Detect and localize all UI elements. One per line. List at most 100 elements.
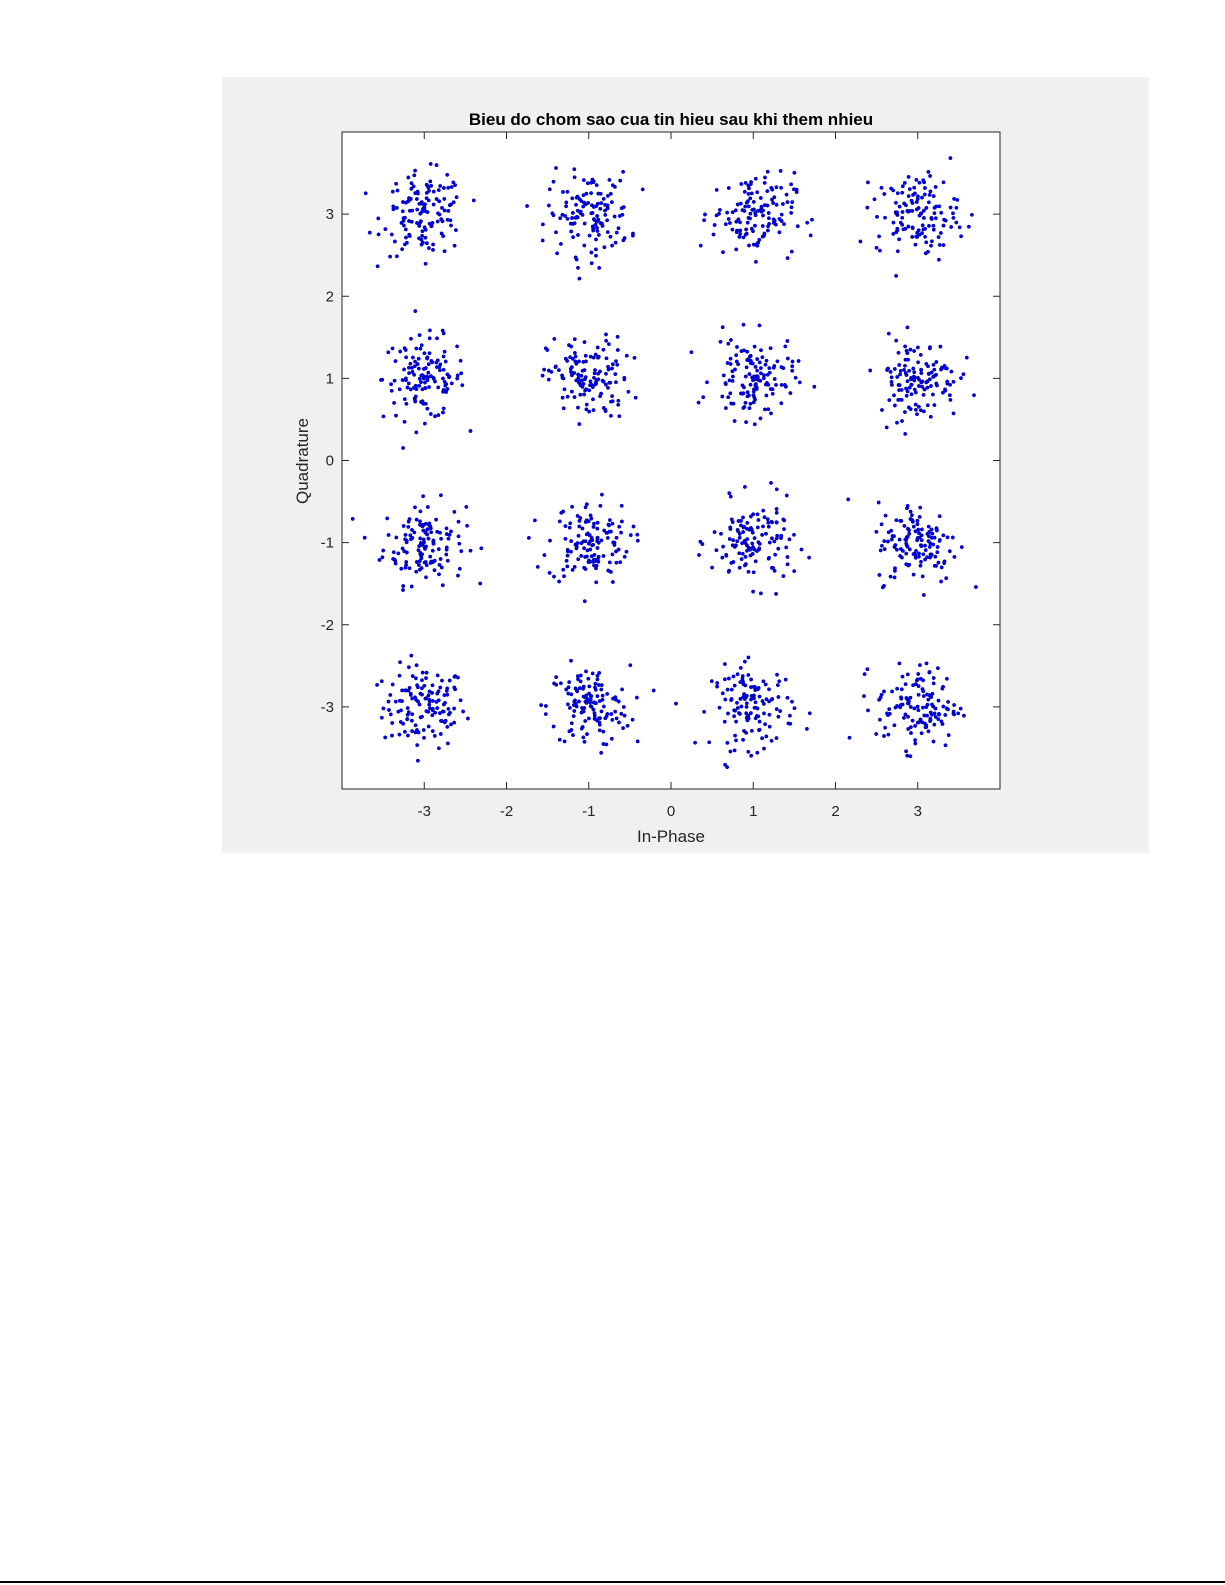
data-point — [426, 198, 431, 203]
x-tick-label: 2 — [831, 803, 839, 820]
data-point — [769, 411, 773, 416]
data-point — [767, 712, 772, 717]
data-point — [961, 713, 966, 718]
data-point — [457, 541, 462, 546]
data-point — [954, 220, 959, 225]
data-point — [862, 672, 867, 677]
data-point — [446, 185, 451, 190]
data-point — [916, 720, 921, 725]
data-point — [759, 204, 764, 209]
data-point — [417, 222, 421, 227]
data-point — [763, 362, 768, 367]
data-point — [772, 539, 777, 544]
data-point — [906, 699, 911, 704]
data-point — [428, 412, 433, 416]
data-point — [908, 695, 913, 700]
data-point — [920, 223, 925, 228]
data-point — [712, 530, 717, 535]
data-point — [572, 709, 577, 713]
data-point — [577, 524, 582, 529]
data-point — [765, 203, 770, 208]
data-point — [770, 697, 775, 701]
data-point — [750, 207, 755, 212]
data-point — [601, 729, 606, 734]
data-point — [561, 190, 565, 194]
data-point — [591, 228, 596, 233]
data-point — [918, 563, 923, 568]
data-point — [928, 174, 933, 178]
data-point — [902, 410, 907, 415]
data-point — [895, 420, 899, 425]
data-point — [738, 201, 743, 206]
data-point — [441, 376, 445, 381]
data-point — [398, 720, 403, 724]
data-point — [429, 358, 434, 363]
data-point — [925, 403, 930, 408]
data-point — [386, 533, 391, 537]
data-point — [775, 359, 780, 364]
data-point — [402, 397, 407, 402]
data-point — [479, 546, 484, 551]
data-point — [698, 243, 703, 248]
data-point — [614, 359, 618, 364]
data-point — [445, 741, 450, 746]
data-point — [969, 212, 974, 217]
data-point — [878, 548, 883, 553]
data-point — [782, 382, 787, 387]
data-point — [425, 505, 430, 509]
data-point — [588, 547, 593, 552]
data-point — [394, 535, 399, 540]
data-point — [735, 700, 739, 705]
data-point — [767, 724, 772, 729]
data-point — [886, 366, 890, 371]
data-point — [902, 367, 907, 372]
data-point — [929, 535, 934, 540]
data-point — [739, 704, 744, 709]
data-point — [403, 215, 407, 220]
data-point — [454, 195, 459, 200]
data-point — [608, 529, 613, 534]
data-point — [419, 242, 424, 247]
data-point — [599, 391, 604, 396]
data-point — [449, 202, 453, 207]
data-point — [603, 212, 608, 217]
data-point — [926, 697, 931, 702]
data-point — [379, 378, 383, 382]
data-point — [936, 257, 941, 262]
data-point — [456, 534, 461, 539]
data-point — [923, 725, 928, 730]
data-point — [898, 518, 903, 523]
data-point — [765, 228, 770, 233]
data-point — [457, 566, 462, 571]
data-point — [406, 175, 411, 180]
data-point — [441, 234, 446, 239]
data-point — [926, 249, 930, 254]
data-point — [912, 185, 917, 190]
data-point — [947, 549, 952, 554]
data-point — [908, 509, 913, 514]
data-point — [578, 679, 583, 684]
data-point — [428, 161, 433, 166]
data-point — [421, 367, 426, 371]
data-point — [614, 535, 619, 540]
x-tick-label: 1 — [749, 803, 757, 820]
data-point — [577, 379, 582, 384]
data-point — [760, 355, 765, 360]
data-point — [572, 564, 577, 569]
data-point — [693, 740, 698, 745]
data-point — [753, 213, 758, 218]
data-point — [397, 673, 402, 678]
data-point — [939, 565, 944, 570]
data-point — [435, 529, 440, 534]
data-point — [581, 178, 586, 183]
data-point — [441, 709, 446, 714]
data-point — [581, 193, 586, 198]
data-point — [569, 549, 573, 554]
data-point — [727, 491, 732, 496]
data-point — [439, 718, 443, 723]
data-point — [452, 685, 457, 690]
data-point — [610, 717, 615, 722]
data-point — [862, 694, 866, 699]
data-point — [442, 349, 447, 354]
data-point — [593, 352, 598, 357]
